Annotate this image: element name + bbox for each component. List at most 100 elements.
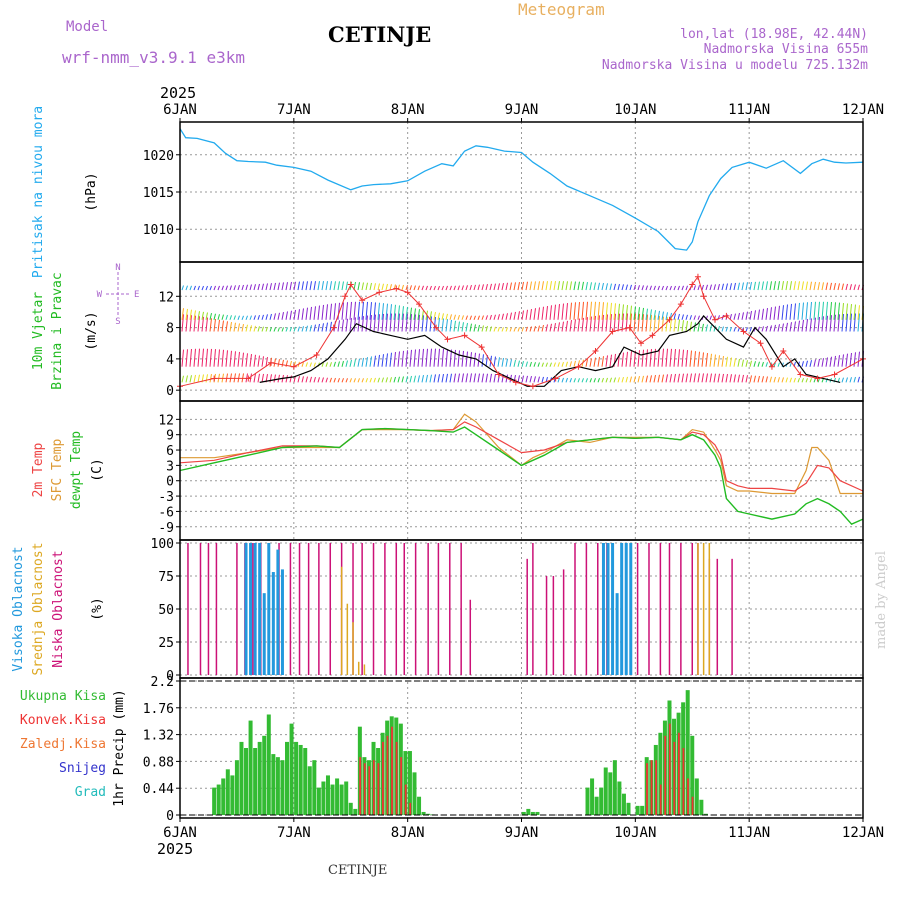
wind-barb	[277, 312, 280, 320]
wind-barb	[429, 316, 432, 332]
wind-barb	[441, 318, 444, 332]
wind-barb	[241, 352, 244, 367]
y-tick-label: 0	[166, 669, 174, 684]
wind-barb	[321, 281, 324, 291]
wind-barb	[481, 354, 484, 367]
wind-barb	[185, 308, 188, 320]
precip-total-bar	[312, 760, 317, 815]
wind-barb	[333, 281, 336, 291]
wind-barb	[397, 376, 400, 383]
wind-barb	[521, 361, 524, 367]
wind-barb	[825, 301, 828, 320]
wind-barb	[229, 285, 232, 291]
wind-barb	[381, 354, 384, 367]
wind-barb	[221, 285, 224, 291]
gust-marker	[359, 297, 366, 304]
wind-barb	[813, 378, 816, 383]
wind-barb	[421, 375, 424, 383]
compass-west: W	[97, 290, 103, 300]
gust-marker	[797, 371, 804, 378]
wind-barb	[317, 323, 320, 332]
wind-barb	[677, 285, 680, 291]
wind-barb	[217, 319, 220, 332]
temp-axis-title: 2m Temp	[31, 442, 46, 497]
wind-barb	[461, 285, 464, 291]
wind-barb	[261, 373, 264, 383]
cloud-bar	[352, 543, 354, 675]
wind-barb	[389, 313, 392, 332]
wind-barb	[769, 307, 772, 320]
y-tick-label: 6	[166, 444, 174, 459]
wind-barb	[673, 285, 676, 291]
wind-barb	[373, 314, 376, 332]
wind-barb	[349, 318, 352, 332]
wind-barb	[809, 360, 812, 367]
wind-barb	[457, 285, 460, 291]
wind-barb	[729, 283, 732, 291]
wind-barb	[573, 281, 576, 291]
precip-conv-bar	[668, 723, 671, 815]
gust-marker	[245, 375, 252, 382]
precip-total-bar	[421, 811, 426, 815]
pressure-axis-title: Pritisak na nivou mora	[31, 106, 46, 278]
precip-total-bar	[216, 784, 221, 815]
wind-barb	[525, 309, 528, 320]
precip-total-bar	[321, 781, 326, 815]
wind-barb	[817, 316, 820, 332]
top-year-label: 2025	[160, 84, 196, 102]
wind-barb	[645, 314, 648, 332]
wind-barb	[553, 323, 556, 332]
gust-marker	[723, 312, 730, 319]
cloud-bar	[532, 543, 534, 675]
y-tick-label: 1010	[143, 223, 174, 238]
wind-barb	[625, 351, 628, 367]
precip-total-bar	[280, 760, 285, 815]
wind-barb	[765, 362, 768, 367]
wind-barb	[849, 377, 852, 383]
wind-barb	[297, 375, 300, 383]
wind-barb	[233, 351, 236, 367]
wind-barb	[721, 283, 724, 291]
wind-barb	[605, 283, 608, 291]
wind-barb	[529, 281, 532, 291]
wind-barb	[401, 284, 404, 291]
wind-barb	[709, 353, 712, 367]
wind-barb	[361, 282, 364, 291]
cloud-bar	[716, 558, 719, 675]
gust-marker	[757, 340, 764, 347]
wind-barb	[665, 312, 668, 320]
wind-barb	[501, 327, 504, 332]
wind-barb	[313, 324, 316, 332]
wind-barb	[285, 311, 288, 320]
wind-barb	[597, 315, 600, 332]
wind-barb	[697, 323, 700, 332]
cloud-bar	[276, 549, 280, 675]
gust-marker	[376, 289, 383, 296]
gust-marker	[444, 336, 451, 343]
precip-total-bar	[699, 799, 704, 815]
wind-barb	[313, 362, 316, 367]
wind-barb	[289, 281, 292, 291]
gust-marker	[433, 324, 440, 331]
wind-barb	[369, 315, 372, 332]
cloud-bar	[252, 543, 254, 675]
wind-barb	[749, 375, 752, 383]
wind-barb	[193, 310, 196, 320]
wind-barb	[773, 281, 776, 291]
wind-barb	[817, 301, 820, 320]
wind-barb	[201, 316, 204, 332]
wind-barb	[349, 359, 352, 367]
wind-barb	[341, 302, 344, 320]
y-tick-label: 9	[166, 429, 174, 444]
wind-barb	[321, 377, 324, 383]
precip-conv-bar	[382, 741, 384, 815]
cloud-bar	[427, 543, 429, 675]
cloud-bar	[414, 543, 417, 675]
precip-conv-bar	[372, 760, 375, 815]
wind-barb	[321, 304, 324, 320]
wind-barb	[745, 327, 748, 332]
wind-barb	[245, 315, 248, 320]
wind-barb	[441, 348, 444, 367]
y-tick-label: 100	[151, 537, 174, 552]
cloud-bar	[597, 543, 599, 675]
